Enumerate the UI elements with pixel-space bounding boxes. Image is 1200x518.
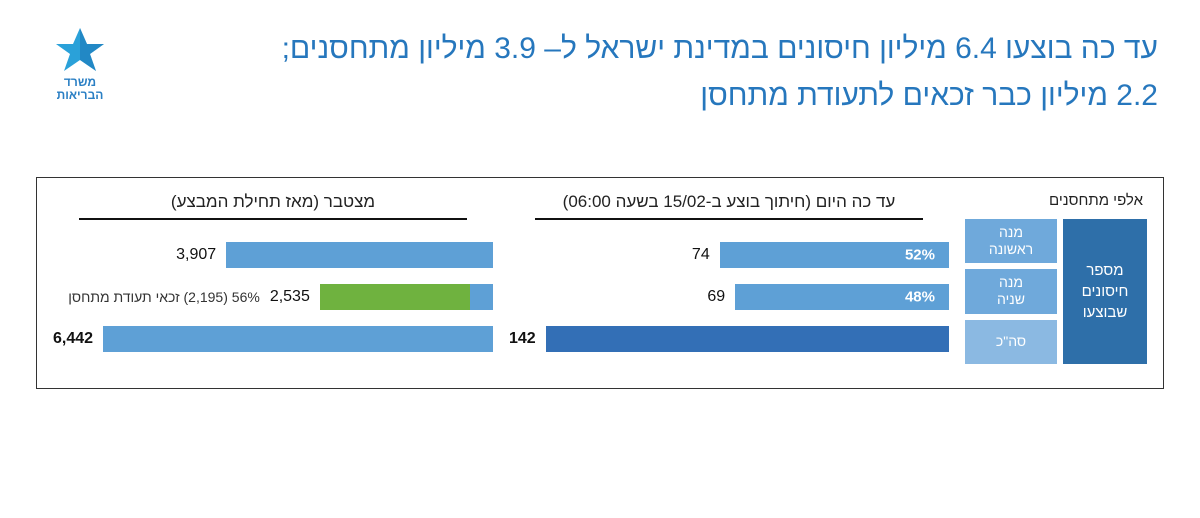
title-line-1: עד כה בוצעו 6.4 מיליון חיסונים במדינת יש… (282, 32, 1158, 65)
bar-row: 6,442 (53, 322, 493, 356)
bar-row: 74 52% (509, 238, 949, 272)
logo-text: משרדהבריאות (36, 76, 124, 102)
today-chart: עד כה היום (חיתוך בוצע ב-15/02 בשעה 06:0… (509, 192, 949, 364)
bar-rect (546, 326, 949, 352)
cumulative-bar-area: 3,907 56% (2,195) זכאי תעודת מתחסן 2,535 6,… (53, 230, 493, 364)
legend-row: מנה שניה (965, 269, 1057, 313)
bar-rect: 52% (720, 242, 949, 268)
page-title: עד כה בוצעו 6.4 מיליון חיסונים במדינת יש… (148, 26, 1164, 119)
bar-rect: 48% (735, 284, 949, 310)
star-icon (48, 26, 112, 74)
bar-annotation: 56% (2,195) זכאי תעודת מתחסן (68, 289, 260, 305)
legend-row: סה"כ (965, 320, 1057, 364)
legend-small-column: מנה ראשונה מנה שניה סה"כ (965, 219, 1057, 364)
title-line-2: 2.2 מיליון כבר זכאים לתעודת מתחסן (700, 79, 1158, 112)
bar-row: 56% (2,195) זכאי תעודת מתחסן 2,535 (53, 280, 493, 314)
bar-value-label: 142 (509, 330, 536, 348)
today-chart-title: עד כה היום (חיתוך בוצע ב-15/02 בשעה 06:0… (509, 192, 949, 218)
bar-rect (226, 242, 493, 268)
header: עד כה בוצעו 6.4 מיליון חיסונים במדינת יש… (0, 0, 1200, 119)
chart-rule (79, 218, 466, 220)
legend-header: אלפי מתחסנים (965, 192, 1147, 219)
bar-value-label: 3,907 (176, 246, 216, 264)
legend-row: מנה ראשונה (965, 219, 1057, 263)
legend-body: מספר חיסונים שבוצעו מנה ראשונה מנה שניה סה… (965, 219, 1147, 364)
legend-column: אלפי מתחסנים מספר חיסונים שבוצעו מנה ראש… (965, 192, 1147, 364)
chart-rule (535, 218, 922, 220)
bar-pct-label: 52% (905, 247, 935, 264)
today-bar-area: 74 52% 69 48% 142 (509, 230, 949, 364)
bar-rect (103, 326, 493, 352)
bar-value-label: 2,535 (270, 288, 310, 306)
bar-value-label: 6,442 (53, 330, 93, 348)
bar-segment (470, 284, 493, 310)
ministry-logo: משרדהבריאות (36, 26, 124, 102)
bar-row: 3,907 (53, 238, 493, 272)
cumulative-chart-title: מצטבר (מאז תחילת המבצע) (53, 192, 493, 218)
bar-row: 69 48% (509, 280, 949, 314)
bar-pct-label: 48% (905, 289, 935, 306)
bar-segment (320, 284, 470, 310)
chart-panel: אלפי מתחסנים מספר חיסונים שבוצעו מנה ראש… (36, 177, 1164, 389)
bar-value-label: 69 (707, 288, 725, 306)
bar-row: 142 (509, 322, 949, 356)
legend-big-box: מספר חיסונים שבוצעו (1063, 219, 1147, 364)
cumulative-chart: מצטבר (מאז תחילת המבצע) 3,907 56% (2,195)… (53, 192, 493, 364)
bar-stacked (320, 284, 493, 310)
bar-value-label: 74 (692, 246, 710, 264)
